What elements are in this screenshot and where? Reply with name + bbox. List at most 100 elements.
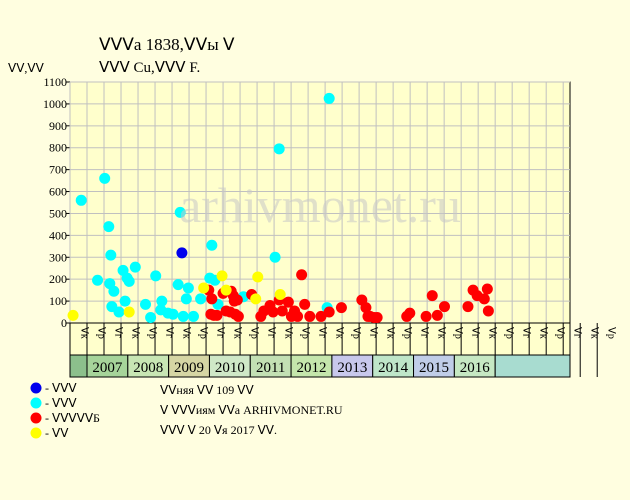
half-year-label: ⴸк bbox=[232, 327, 243, 339]
year-label: 2010 bbox=[215, 360, 245, 376]
legend-marker bbox=[30, 382, 42, 394]
legend-label: - ⴸⴸⴸ bbox=[45, 396, 77, 410]
year-label: 2008 bbox=[133, 360, 163, 376]
half-year-label: ⴸг bbox=[419, 327, 430, 338]
y-tick-label: 300 bbox=[49, 250, 67, 264]
data-point bbox=[113, 306, 125, 318]
y-tick-label: 700 bbox=[49, 163, 67, 177]
year-label: 2012 bbox=[296, 360, 326, 376]
half-year-label: ⴸг bbox=[317, 327, 328, 338]
data-point bbox=[67, 309, 79, 321]
data-point bbox=[123, 306, 135, 318]
half-year-label: ⴸг bbox=[113, 327, 124, 338]
data-point bbox=[274, 289, 286, 301]
data-point bbox=[174, 206, 186, 218]
data-point bbox=[140, 298, 152, 310]
year-cell-end bbox=[494, 354, 571, 378]
y-tick-label: 600 bbox=[49, 185, 67, 199]
data-point bbox=[481, 283, 493, 295]
plot-area: 0 100 200 300 400 500 600 700 800 900 1000 1100 ⴸк ⴸр… bbox=[43, 75, 617, 378]
data-point bbox=[216, 270, 228, 282]
footer-line-1: ⴸⴸняя ⴸⴸ 109 ⴸⴸ bbox=[160, 383, 255, 397]
data-point bbox=[172, 279, 184, 291]
data-point bbox=[176, 247, 188, 259]
data-point bbox=[108, 285, 120, 297]
half-year-label: ⴸк bbox=[436, 327, 447, 339]
data-point bbox=[360, 302, 372, 314]
year-label: 2011 bbox=[256, 360, 285, 376]
legend-label: - ⴸⴸⴸ bbox=[45, 381, 77, 395]
legend-marker bbox=[30, 397, 42, 409]
year-label: 2007 bbox=[92, 360, 123, 376]
half-year-label: ⴸг bbox=[266, 327, 277, 338]
data-point bbox=[232, 310, 244, 322]
half-year-label: ⴸк bbox=[589, 327, 600, 339]
half-year-label: ⴸр bbox=[147, 327, 158, 339]
data-point bbox=[177, 310, 189, 322]
half-year-label: ⴸр bbox=[555, 327, 566, 339]
data-point bbox=[292, 310, 304, 322]
year-label: 2014 bbox=[378, 360, 409, 376]
data-point bbox=[99, 172, 111, 184]
data-point bbox=[231, 294, 243, 306]
footer-line-2: ⴸ ⴸⴸⴸиям ⴸⴸа ARHIVMONET.RU bbox=[160, 403, 343, 417]
half-year-label: ⴸр bbox=[351, 327, 362, 339]
half-year-label: ⴸр bbox=[606, 327, 617, 339]
half-year-label: ⴸк bbox=[181, 327, 192, 339]
data-point bbox=[150, 270, 162, 282]
data-point bbox=[304, 310, 316, 322]
data-point bbox=[482, 305, 494, 317]
y-tick-label: 1000 bbox=[43, 97, 67, 111]
half-year-label: ⴸг bbox=[470, 327, 481, 338]
data-point bbox=[315, 310, 327, 322]
year-label: 2016 bbox=[460, 360, 491, 376]
data-point bbox=[335, 302, 347, 314]
data-point bbox=[252, 271, 264, 283]
half-year-label: ⴸр bbox=[198, 327, 209, 339]
data-point bbox=[431, 309, 443, 321]
y-tick-label: 200 bbox=[49, 272, 67, 286]
y-tick-label: 1100 bbox=[43, 75, 67, 89]
half-year-label: ⴸр bbox=[96, 327, 107, 339]
legend-label: - ⴸⴸⴸⴸⴸБ bbox=[45, 411, 100, 425]
watermark: arhivmonet.ru bbox=[179, 177, 461, 233]
data-point bbox=[103, 221, 115, 233]
half-year-label: ⴸг bbox=[572, 327, 583, 338]
y-tick-label: 800 bbox=[49, 141, 67, 155]
y-tick-label: 500 bbox=[49, 206, 67, 220]
half-year-label: ⴸр bbox=[504, 327, 515, 339]
data-point bbox=[299, 298, 311, 310]
half-year-label: ⴸр bbox=[402, 327, 413, 339]
data-point bbox=[156, 295, 168, 307]
half-year-label: ⴸк bbox=[487, 327, 498, 339]
half-year-label: ⴸр bbox=[453, 327, 464, 339]
footer-line-3: ⴸⴸⴸ ⴸ 20 ⴸя 2017 ⴸⴸ. bbox=[160, 423, 277, 437]
data-point bbox=[220, 284, 232, 296]
data-point bbox=[198, 282, 210, 294]
data-point bbox=[267, 306, 279, 318]
data-point bbox=[75, 194, 87, 206]
half-year-label: ⴸг bbox=[164, 327, 175, 338]
chart-subtitle: ⴸⴸⴸ Cu,ⴸⴸⴸ F. bbox=[99, 60, 200, 76]
data-point bbox=[187, 310, 199, 322]
data-point bbox=[182, 282, 194, 294]
data-point bbox=[282, 296, 294, 308]
data-point bbox=[167, 308, 179, 320]
plot-background bbox=[69, 81, 571, 324]
data-point bbox=[206, 239, 218, 251]
data-point bbox=[145, 312, 157, 324]
half-year-label: ⴸр bbox=[249, 327, 260, 339]
data-point bbox=[211, 309, 223, 321]
data-point bbox=[462, 301, 474, 313]
data-point bbox=[323, 92, 335, 104]
y-tick-label: 400 bbox=[49, 228, 67, 242]
year-label: 2009 bbox=[174, 360, 204, 376]
data-point bbox=[420, 310, 432, 322]
half-year-label: ⴸк bbox=[283, 327, 294, 339]
data-point bbox=[105, 249, 117, 261]
data-point bbox=[296, 269, 308, 281]
year-label: 2015 bbox=[419, 360, 449, 376]
y-tick-label: 100 bbox=[49, 294, 67, 308]
legend: - ⴸⴸⴸ- ⴸⴸⴸ- ⴸⴸⴸⴸⴸБ- ⴸⴸ bbox=[30, 381, 100, 440]
